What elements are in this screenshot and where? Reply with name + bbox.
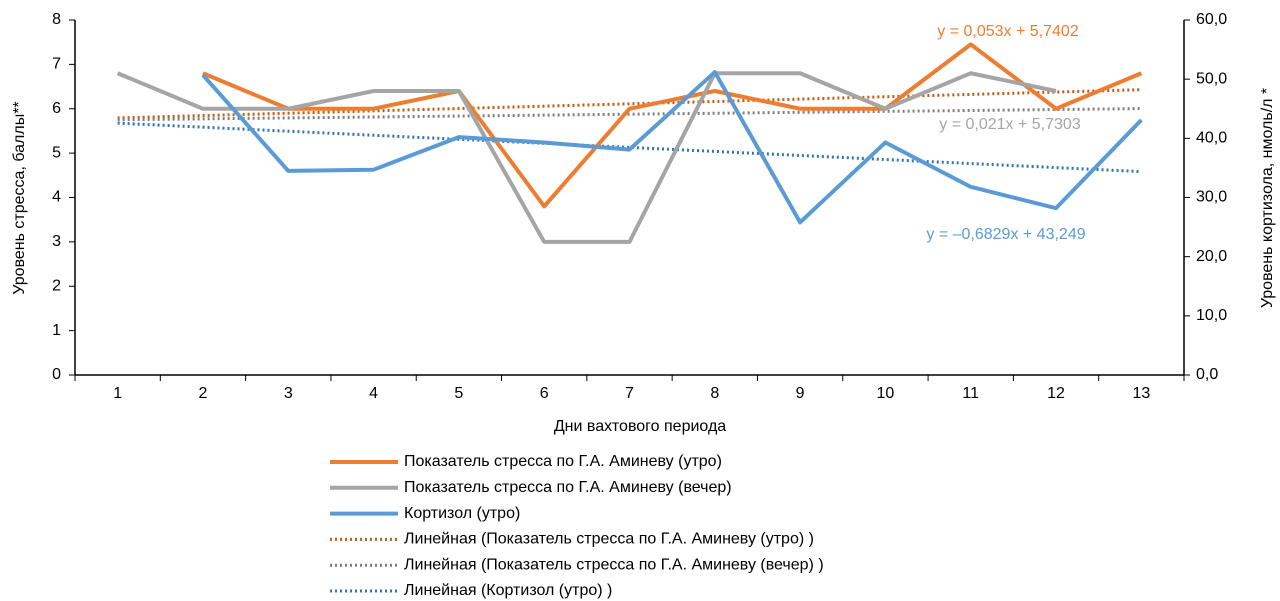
x-tick-label: 4 [369,385,378,402]
x-tick-label: 7 [625,385,634,402]
x-tick-label: 2 [199,385,208,402]
legend-label: Кортизол (утро) [404,505,520,522]
y2-tick-label: 10,0 [1196,307,1227,324]
trendline [117,88,1142,120]
y-tick-label: 6 [52,100,61,117]
y2-axis-title: Уровень кортизола, нмоль/л * [1259,88,1276,308]
x-tick-label: 6 [540,385,549,402]
y2-tick-label: 50,0 [1196,70,1227,87]
trendline [117,107,1142,122]
x-tick-label: 5 [454,385,463,402]
legend-label: Линейная (Показатель стресса по Г.А. Ами… [404,556,824,573]
y-tick-label: 8 [52,11,61,28]
x-tick-label: 3 [284,385,293,402]
trendline [117,121,1142,174]
x-axis-title: Дни вахтового периода [554,418,726,435]
y-tick-label: 5 [52,144,61,161]
y2-tick-label: 40,0 [1196,130,1227,147]
y-axis-title: Уровень стресса, баллы** [11,101,28,294]
x-tick-label: 9 [796,385,805,402]
x-tick-label: 12 [1047,385,1065,402]
series-line [116,71,1057,244]
x-tick-label: 8 [710,385,719,402]
series-line [201,70,1143,225]
y-tick-label: 7 [52,56,61,73]
y-tick-label: 3 [52,233,61,250]
y2-tick-label: 0,0 [1196,366,1218,383]
y-tick-label: 2 [52,277,61,294]
y2-tick-label: 20,0 [1196,248,1227,265]
x-tick-label: 11 [962,385,979,402]
x-tick-label: 13 [1132,385,1150,402]
trend-equation: y = –0,6829x + 43,249 [926,226,1085,243]
trend-equation: y = 0,053x + 5,7402 [937,23,1079,40]
trend-equation: y = 0,021x + 5,7303 [939,116,1081,133]
y2-tick-label: 30,0 [1196,189,1227,206]
series-line [202,42,1143,209]
legend-label: Линейная (Показатель стресса по Г.А. Ами… [404,531,814,548]
y-tick-label: 4 [52,189,61,206]
x-tick-label: 1 [113,385,122,402]
legend-label: Показатель стресса по Г.А. Аминеву (вече… [404,479,732,496]
legend-label: Показатель стресса по Г.А. Аминеву (утро… [404,453,722,470]
y2-tick-label: 60,0 [1196,11,1227,28]
y-tick-label: 0 [52,366,61,383]
y-tick-label: 1 [52,322,61,339]
legend-label: Линейная (Кортизол (утро) ) [404,582,612,599]
x-tick-label: 10 [877,385,895,402]
